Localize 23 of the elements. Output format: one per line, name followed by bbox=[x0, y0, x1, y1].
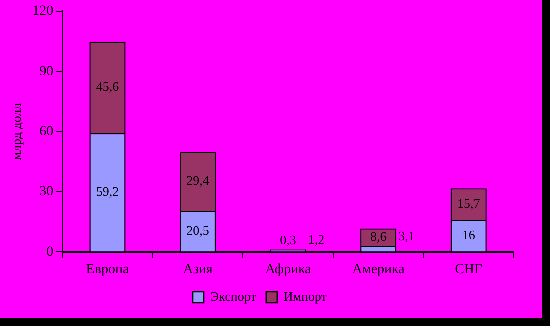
x-tick-label: СНГ bbox=[455, 262, 483, 278]
data-label: 1,2 bbox=[308, 232, 325, 248]
legend-label: Экспорт bbox=[210, 288, 257, 304]
legend-label: Импорт bbox=[284, 288, 328, 304]
data-label: 59,2 bbox=[96, 184, 120, 199]
y-tick-label: 30 bbox=[40, 184, 54, 200]
x-tick-label: Европа bbox=[86, 262, 130, 278]
data-label: 20,5 bbox=[186, 222, 210, 238]
data-label: 0,3 bbox=[280, 232, 296, 248]
data-label: 45,6 bbox=[96, 79, 120, 94]
x-tick-label: Азия bbox=[183, 262, 214, 278]
data-label: 3,1 bbox=[398, 228, 415, 244]
data-label: 8,6 bbox=[370, 228, 388, 244]
y-tick-label: 0 bbox=[46, 244, 54, 260]
y-tick-label: 120 bbox=[32, 4, 54, 20]
data-label: 16 bbox=[462, 227, 476, 242]
y-tick-label: 90 bbox=[40, 64, 54, 80]
x-tick-label: Африка bbox=[265, 262, 312, 278]
y-tick-label: 60 bbox=[40, 124, 54, 140]
data-label: 15,7 bbox=[457, 196, 481, 211]
data-label: 29,4 bbox=[186, 172, 210, 188]
y-axis-title: млрд долл bbox=[9, 102, 24, 160]
x-tick-label: Америка bbox=[352, 262, 406, 278]
